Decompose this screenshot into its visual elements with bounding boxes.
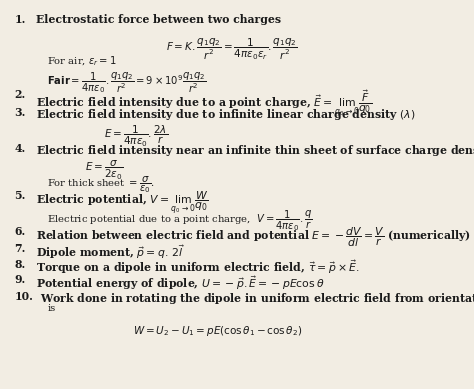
Text: For thick sheet $= \dfrac{\sigma}{\varepsilon_0}$.: For thick sheet $= \dfrac{\sigma}{\varep… [47,174,155,195]
Text: 2.: 2. [14,89,26,100]
Text: 9.: 9. [14,274,26,285]
Text: Relation between electric field and potential $E = -\dfrac{dV}{dl} = \dfrac{V}{r: Relation between electric field and pote… [36,226,470,249]
Text: 7.: 7. [14,243,26,254]
Text: 6.: 6. [14,226,26,237]
Text: For air, $\varepsilon_r = 1$: For air, $\varepsilon_r = 1$ [47,54,117,68]
Text: Potential energy of dipole, $U = -\vec{p}.\vec{E} = -pE\cos\theta$: Potential energy of dipole, $U = -\vec{p… [36,274,324,292]
Text: 4.: 4. [14,143,26,154]
Text: 1.: 1. [14,14,26,25]
Text: is: is [47,304,55,313]
Text: Electric potential due to a point charge,  $V = \dfrac{1}{4\pi\varepsilon_0}.\df: Electric potential due to a point charge… [47,208,313,233]
Text: 8.: 8. [14,259,26,270]
Text: 5.: 5. [14,190,26,201]
Text: Electrostatic force between two charges: Electrostatic force between two charges [36,14,281,25]
Text: Work done in rotating the dipole in uniform electric field from orientation $Q_1: Work done in rotating the dipole in unif… [40,291,474,306]
Text: Electric potential, $V = \lim_{q_0\to 0}\dfrac{W}{q_0}$: Electric potential, $V = \lim_{q_0\to 0}… [36,190,208,217]
Text: Torque on a dipole in uniform electric field, $\vec{\tau} = \vec{p}\times\vec{E}: Torque on a dipole in uniform electric f… [36,259,359,276]
Text: $F = K.\dfrac{q_1q_2}{r^2} = \dfrac{1}{4\pi\varepsilon_0\varepsilon_r}.\dfrac{q_: $F = K.\dfrac{q_1q_2}{r^2} = \dfrac{1}{4… [166,37,298,62]
Text: $W = U_2 - U_1 = pE(\cos\theta_1 - \cos\theta_2)$: $W = U_2 - U_1 = pE(\cos\theta_1 - \cos\… [133,324,302,338]
Text: Electric field intensity due to infinite linear charge density $(\lambda)$: Electric field intensity due to infinite… [36,107,415,122]
Text: $E = \dfrac{\sigma}{2\varepsilon_0}$: $E = \dfrac{\sigma}{2\varepsilon_0}$ [85,159,124,182]
Text: Electric field intensity due to a point charge, $\vec{E} = \lim_{q_0\to 0}\dfrac: Electric field intensity due to a point … [36,89,372,119]
Text: 3.: 3. [14,107,26,117]
Text: $\mathbf{Fair} = \dfrac{1}{4\pi\varepsilon_0}.\dfrac{q_1q_2}{r^2} = 9 \times 10^: $\mathbf{Fair} = \dfrac{1}{4\pi\varepsil… [47,70,207,95]
Text: 10.: 10. [14,291,33,302]
Text: Electric field intensity near an infinite thin sheet of surface charge density $: Electric field intensity near an infinit… [36,143,474,158]
Text: $E = \dfrac{1}{4\pi\varepsilon_0}.\dfrac{2\lambda}{r}$: $E = \dfrac{1}{4\pi\varepsilon_0}.\dfrac… [104,124,168,149]
Text: Dipole moment, $\vec{p} = q.\,2\vec{l}$: Dipole moment, $\vec{p} = q.\,2\vec{l}$ [36,243,184,261]
